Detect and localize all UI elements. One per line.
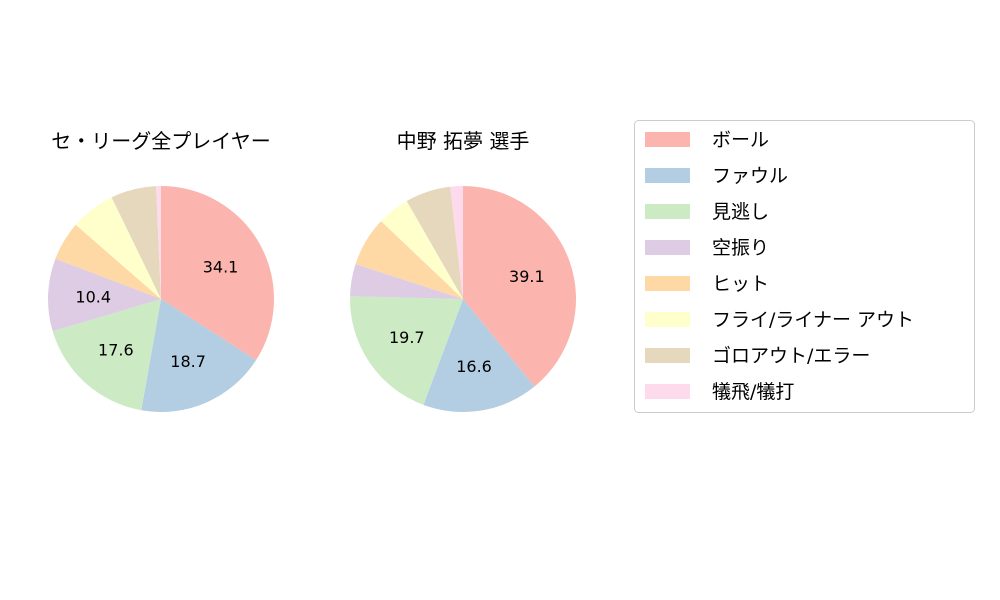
slice-label: 19.7 — [389, 328, 425, 347]
slice-label: 34.1 — [203, 258, 239, 277]
pie-slice — [111, 186, 161, 299]
pie-slice — [349, 296, 463, 405]
legend-label: 犠飛/犠打 — [712, 381, 794, 403]
legend-label: ファウル — [712, 165, 788, 187]
slice-label: 10.4 — [75, 287, 111, 306]
pie-slice — [141, 299, 257, 412]
pie-slice — [450, 186, 463, 299]
legend-swatch — [645, 384, 690, 399]
pie-2: 中野 拓夢 選手 39.1 16.6 19.7 — [349, 129, 576, 413]
legend-swatch — [645, 348, 690, 363]
slice-label: 18.7 — [170, 352, 206, 371]
pie-slice — [55, 224, 161, 299]
legend-label: 見逃し — [712, 201, 769, 223]
legend-label: ボール — [712, 129, 769, 151]
pie-1: セ・リーグ全プレイヤー 34.1 18.7 17.6 10.4 — [47, 129, 274, 412]
pie-slice — [423, 299, 535, 413]
pie-slice — [406, 186, 463, 299]
legend-swatch — [645, 276, 690, 291]
pie-slice — [463, 186, 576, 387]
legend-swatch — [645, 312, 690, 327]
legend-swatch — [645, 204, 690, 219]
slice-label: 39.1 — [509, 267, 545, 286]
pie-slice — [47, 258, 161, 332]
legend-swatch — [645, 168, 690, 183]
pie-slice — [381, 201, 463, 299]
legend-label: 空振り — [712, 237, 769, 259]
legend-swatch — [645, 240, 690, 255]
pie-slice — [75, 197, 161, 299]
pie-slice — [161, 186, 274, 361]
legend-frame — [634, 120, 975, 413]
slice-label: 17.6 — [98, 341, 134, 360]
pie-title: 中野 拓夢 選手 — [397, 129, 530, 153]
slice-label: 16.6 — [456, 357, 492, 376]
pie-title: セ・リーグ全プレイヤー — [51, 129, 270, 153]
pie-slice — [355, 221, 463, 299]
legend-label: フライ/ライナー アウト — [712, 309, 914, 331]
legend-label: ゴロアウト/エラー — [712, 345, 870, 367]
pie-slice — [156, 186, 161, 299]
legend-swatch — [645, 132, 690, 147]
pie-slice — [52, 299, 161, 411]
legend-label: ヒット — [712, 273, 769, 295]
pie-slice — [350, 264, 463, 299]
